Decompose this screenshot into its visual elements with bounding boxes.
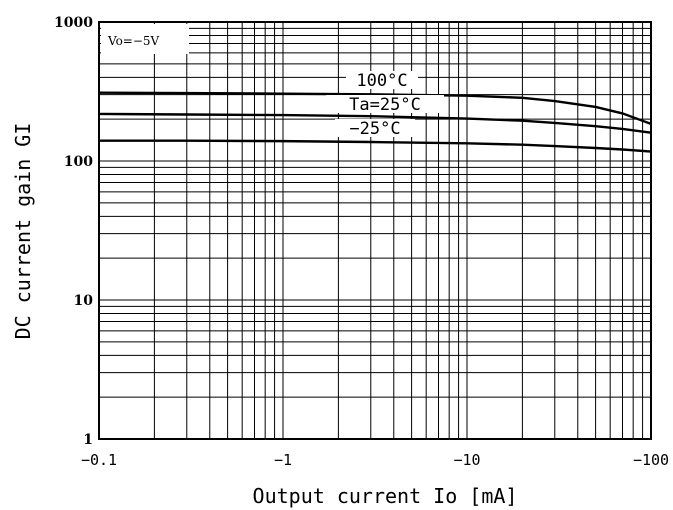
- series-label-2: −25°C: [349, 119, 400, 139]
- series-label-1: Ta=25°C: [349, 95, 421, 115]
- series-line-2: [99, 139, 652, 153]
- x-tick-label: −0.1: [81, 451, 117, 469]
- y-axis-title: DC current gain GI: [11, 123, 35, 340]
- series-label-bg: [335, 119, 415, 137]
- condition-label: Vo=−5V: [107, 34, 160, 48]
- y-tick-label: 100: [64, 154, 93, 170]
- series-lines: [98, 91, 652, 153]
- y-tick-label: 1000: [54, 15, 93, 31]
- x-tick-label: −10: [453, 451, 480, 469]
- x-tick-labels: −0.1 −1 −10 −100: [81, 451, 669, 469]
- x-tick-label: −1: [274, 451, 292, 469]
- series-label-0: 100°C: [356, 71, 407, 91]
- condition-box: Vo=−5V: [101, 24, 189, 54]
- y-tick-label: 10: [74, 293, 94, 309]
- series-labels: 100°C Ta=25°C −25°C: [326, 71, 444, 139]
- plot-frame: [98, 21, 652, 440]
- series-label-bg: [326, 95, 444, 113]
- series-line-1: [98, 112, 652, 134]
- series-label-bg: [346, 71, 418, 89]
- y-tick-labels: 1 10 100 1000: [54, 15, 93, 448]
- x-tick-label: −100: [633, 451, 669, 469]
- x-axis-title: Output current Io [mA]: [253, 484, 518, 508]
- grid: [99, 22, 651, 439]
- y-tick-label: 1: [83, 432, 93, 448]
- series-line-0: [98, 91, 652, 125]
